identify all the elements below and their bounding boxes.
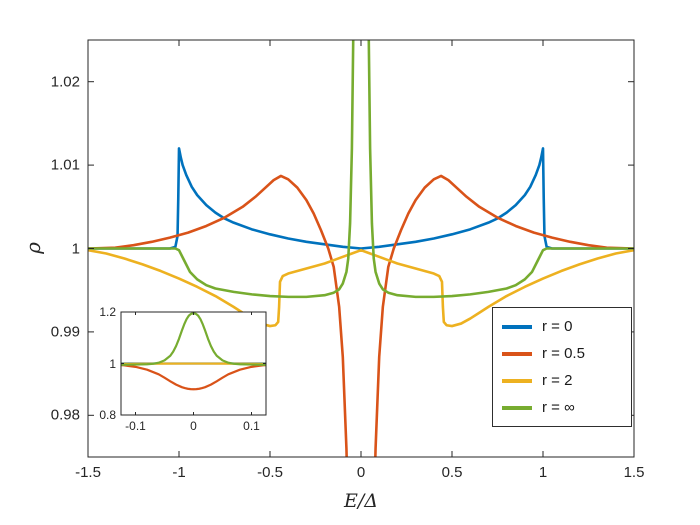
legend-line-swatch-rinf [502,405,532,410]
legend-label-rinf: r = ∞ [542,399,575,416]
x-axis-label: E/Δ [344,490,378,512]
curve-rinf [88,40,634,299]
legend-line-swatch-r05 [502,351,532,356]
curve-r0 [88,147,634,250]
legend-item-r0: r = 0 [493,318,631,335]
main-axes-box [87,39,635,458]
legend-item-r05: r = 0.5 [493,345,631,362]
inset-axes-box [120,311,267,416]
legend: r = 0 r = 0.5 r = 2 r = ∞ [492,307,632,427]
legend-line-swatch-r0 [502,324,532,329]
curve-r2-inset [121,362,266,365]
legend-label-r2: r = 2 [542,372,573,389]
curve-r2 [88,248,634,328]
curve-r05 [88,174,634,457]
legend-line-swatch-r2 [502,378,532,383]
legend-label-r0: r = 0 [542,318,573,335]
legend-item-r2: r = 2 [493,372,631,389]
legend-label-r05: r = 0.5 [542,345,585,362]
legend-item-rinf: r = ∞ [493,399,631,416]
curve-r05-inset [121,363,266,391]
y-axis-label: ρ [21,242,45,254]
